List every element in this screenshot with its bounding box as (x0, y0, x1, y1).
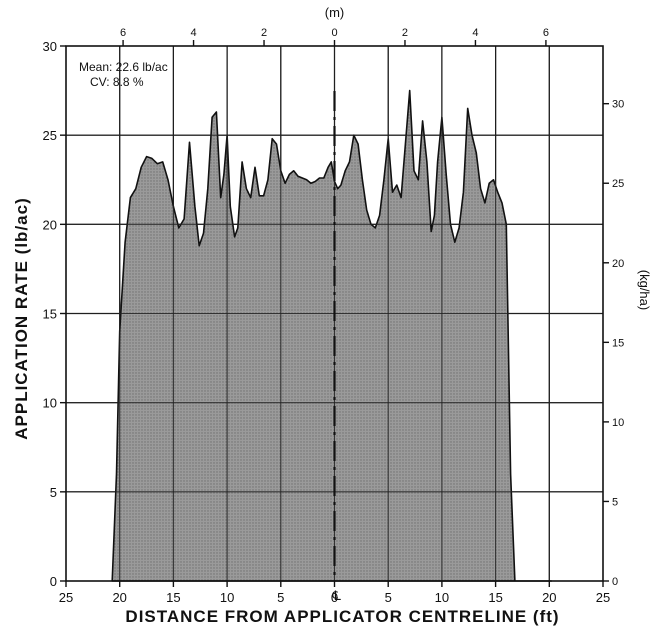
right-tick-label: 30 (612, 99, 624, 111)
x-axis-title: DISTANCE FROM APPLICATOR CENTRELINE (ft) (125, 607, 559, 626)
distribution-area (66, 46, 603, 582)
y-tick-label: 30 (43, 39, 57, 54)
top-tick-label: 4 (190, 27, 196, 39)
y-axis-title: APPLICATION RATE (lb/ac) (12, 197, 31, 440)
x-tick-label: 20 (112, 590, 126, 605)
x-tick-label: 0 (331, 590, 338, 605)
y-tick-label: 10 (43, 396, 57, 411)
top-tick-label: 4 (472, 27, 478, 39)
right-tick-label: 25 (612, 178, 624, 190)
top-tick-label: 0 (331, 27, 337, 39)
right-tick-label: 20 (612, 258, 624, 270)
mean-annotation: Mean: 22.6 lb/ac (79, 60, 168, 74)
top-tick-label: 6 (543, 27, 549, 39)
x-tick-label: 5 (277, 590, 284, 605)
x-tick-label: 25 (59, 590, 73, 605)
x-tick-label: 15 (488, 590, 502, 605)
right-tick-label: 10 (612, 417, 624, 429)
centreline-symbol: ℄ (331, 588, 341, 603)
y-tick-label: 5 (50, 485, 57, 500)
right-tick-label: 5 (612, 496, 618, 508)
top-tick-label: 6 (120, 27, 126, 39)
x-tick-label: 20 (542, 590, 556, 605)
y-tick-label: 0 (50, 574, 57, 589)
x-tick-label: 15 (166, 590, 180, 605)
x-tick-label: 10 (435, 590, 449, 605)
axis-ticks (60, 40, 609, 587)
top-tick-label: 2 (402, 27, 408, 39)
top-axis-unit-label: (m) (325, 5, 345, 20)
cv-annotation: CV: 8.8 % (90, 75, 144, 89)
series-area (111, 89, 553, 582)
top-tick-label: 2 (261, 27, 267, 39)
right-tick-label: 0 (612, 576, 618, 588)
right-axis-unit-label: (kg/ha) (637, 270, 652, 310)
y-tick-label: 15 (43, 307, 57, 322)
y-tick-label: 25 (43, 128, 57, 143)
x-tick-label: 10 (220, 590, 234, 605)
x-tick-label: 25 (596, 590, 610, 605)
y-tick-label: 20 (43, 217, 57, 232)
right-tick-label: 15 (612, 337, 624, 349)
x-tick-label: 5 (385, 590, 392, 605)
